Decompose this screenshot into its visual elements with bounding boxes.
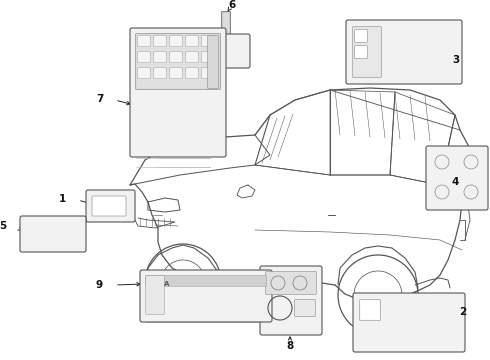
FancyBboxPatch shape [202,68,214,78]
Text: 1: 1 [59,194,66,204]
FancyBboxPatch shape [360,300,380,320]
FancyBboxPatch shape [138,36,150,46]
Text: 6: 6 [229,0,236,10]
Text: A: A [164,281,170,287]
FancyBboxPatch shape [202,36,214,46]
FancyBboxPatch shape [221,12,230,37]
FancyBboxPatch shape [138,52,150,62]
FancyBboxPatch shape [170,52,182,62]
FancyBboxPatch shape [130,28,226,157]
Text: 7: 7 [96,94,103,104]
FancyBboxPatch shape [146,276,266,286]
FancyBboxPatch shape [140,270,272,322]
Text: 4: 4 [451,177,459,188]
FancyBboxPatch shape [426,146,488,210]
FancyBboxPatch shape [355,46,368,58]
FancyBboxPatch shape [136,34,220,89]
FancyBboxPatch shape [154,36,166,46]
FancyBboxPatch shape [294,300,315,316]
FancyBboxPatch shape [92,196,126,216]
FancyBboxPatch shape [138,68,150,78]
Text: 8: 8 [286,341,294,351]
FancyBboxPatch shape [206,34,250,68]
FancyBboxPatch shape [208,36,219,88]
FancyBboxPatch shape [186,68,198,78]
FancyBboxPatch shape [260,266,322,335]
FancyBboxPatch shape [146,276,164,314]
Text: 2: 2 [459,307,466,318]
FancyBboxPatch shape [86,190,135,222]
FancyBboxPatch shape [154,68,166,78]
FancyBboxPatch shape [154,52,166,62]
FancyBboxPatch shape [186,36,198,46]
Text: 9: 9 [96,280,103,290]
FancyBboxPatch shape [20,216,86,252]
FancyBboxPatch shape [186,52,198,62]
FancyBboxPatch shape [355,30,368,42]
FancyBboxPatch shape [170,68,182,78]
FancyBboxPatch shape [170,36,182,46]
FancyBboxPatch shape [353,27,381,77]
FancyBboxPatch shape [202,52,214,62]
FancyBboxPatch shape [353,293,465,352]
FancyBboxPatch shape [266,272,317,294]
Text: 3: 3 [452,55,460,64]
FancyBboxPatch shape [346,20,462,84]
Text: 5: 5 [0,221,6,231]
